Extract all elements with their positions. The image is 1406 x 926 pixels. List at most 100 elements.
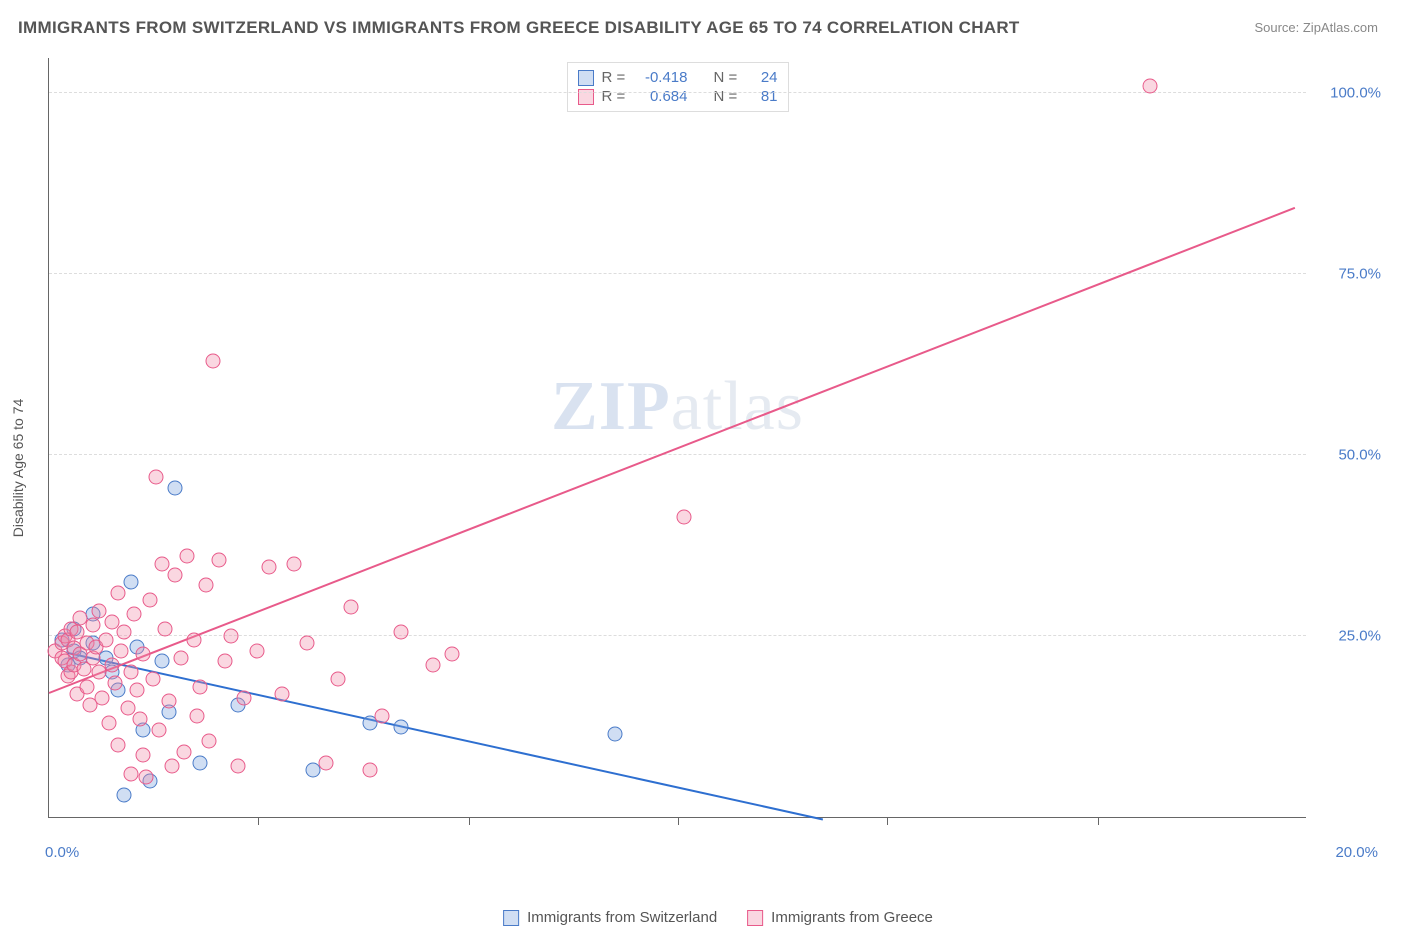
data-point [331,672,346,687]
x-tick [1098,817,1099,825]
legend-r-value: -0.418 [638,69,688,86]
data-point [130,683,145,698]
data-point [101,715,116,730]
data-point [224,629,239,644]
data-point [114,643,129,658]
y-tick-label: 25.0% [1321,628,1381,645]
data-point [192,679,207,694]
data-point [117,625,132,640]
chart-title: IMMIGRANTS FROM SWITZERLAND VS IMMIGRANT… [18,18,1020,38]
data-point [98,632,113,647]
x-tick-label-min: 0.0% [45,844,79,861]
data-point [167,480,182,495]
data-point [1142,78,1157,93]
legend-swatch [747,910,763,926]
legend-swatch [503,910,519,926]
series-name: Immigrants from Switzerland [527,909,717,926]
data-point [167,567,182,582]
data-point [120,701,135,716]
legend-r-value: 0.684 [638,88,688,105]
data-point [136,748,151,763]
data-point [145,672,160,687]
data-point [161,694,176,709]
data-point [394,719,409,734]
legend-n-label: N = [714,69,742,86]
data-point [133,712,148,727]
data-point [218,654,233,669]
data-point [108,676,123,691]
y-tick-label: 100.0% [1321,85,1381,102]
source-link[interactable]: ZipAtlas.com [1303,20,1378,35]
plot-area: ZIPatlas R =-0.418N =24R =0.684N =81 25.… [48,58,1306,818]
data-point [274,686,289,701]
legend-n-label: N = [714,88,742,105]
data-point [155,556,170,571]
legend-swatch [578,89,594,105]
data-point [425,658,440,673]
data-point [111,585,126,600]
data-point [205,354,220,369]
legend-n-value: 81 [750,88,778,105]
x-tick [258,817,259,825]
y-tick-label: 50.0% [1321,447,1381,464]
trend-line [49,207,1295,694]
data-point [104,614,119,629]
legend-r-label: R = [602,69,630,86]
data-point [79,679,94,694]
data-point [375,708,390,723]
data-point [86,618,101,633]
data-point [111,737,126,752]
data-point [104,658,119,673]
data-point [177,744,192,759]
data-point [394,625,409,640]
x-tick [469,817,470,825]
correlation-legend: R =-0.418N =24R =0.684N =81 [567,62,789,112]
series-name: Immigrants from Greece [771,909,933,926]
data-point [180,549,195,564]
trend-line [68,652,823,820]
data-point [608,726,623,741]
data-point [95,690,110,705]
data-point [444,647,459,662]
gridline-horizontal [49,92,1306,93]
data-point [123,574,138,589]
data-point [236,690,251,705]
series-legend-item: Immigrants from Greece [747,909,933,926]
source-attribution: Source: ZipAtlas.com [1254,20,1378,35]
data-point [164,759,179,774]
data-point [299,636,314,651]
data-point [202,734,217,749]
data-point [123,665,138,680]
data-point [186,632,201,647]
data-point [136,647,151,662]
data-point [362,762,377,777]
data-point [92,603,107,618]
data-point [677,509,692,524]
correlation-legend-row: R =-0.418N =24 [578,68,778,87]
correlation-legend-row: R = 0.684 N = 81 [578,87,778,106]
y-tick-label: 75.0% [1321,266,1381,283]
legend-swatch [578,70,594,86]
data-point [158,621,173,636]
legend-r-label: R = [602,88,630,105]
x-tick [887,817,888,825]
gridline-horizontal [49,454,1306,455]
series-legend-item: Immigrants from Switzerland [503,909,717,926]
data-point [126,607,141,622]
watermark-zip: ZIP [551,368,671,445]
data-point [318,755,333,770]
data-point [230,759,245,774]
data-point [287,556,302,571]
y-axis-label: Disability Age 65 to 74 [10,399,26,538]
x-tick-label-max: 20.0% [1335,844,1378,861]
data-point [343,600,358,615]
data-point [189,708,204,723]
watermark: ZIPatlas [551,367,804,447]
data-point [117,788,132,803]
data-point [192,755,207,770]
data-point [142,592,157,607]
gridline-horizontal [49,273,1306,274]
series-legend: Immigrants from Switzerland Immigrants fr… [503,909,933,926]
data-point [249,643,264,658]
data-point [123,766,138,781]
